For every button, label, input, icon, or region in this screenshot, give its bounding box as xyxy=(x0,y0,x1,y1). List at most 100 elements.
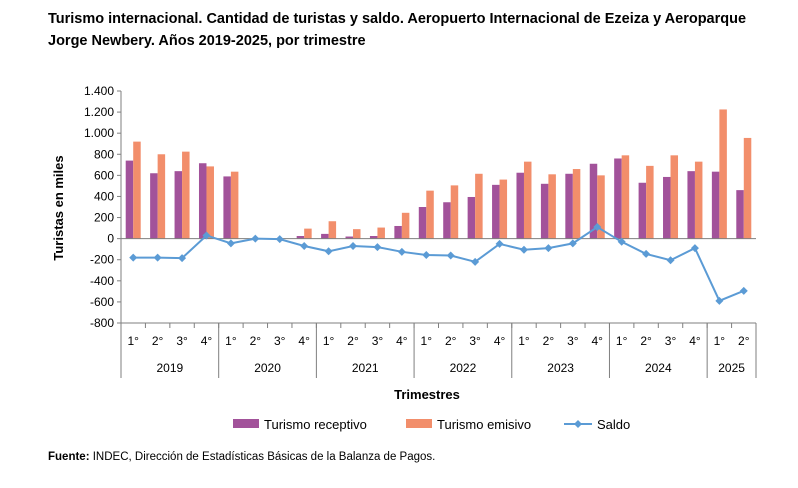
quarter-label: 2° xyxy=(543,334,555,348)
saldo-point xyxy=(642,249,651,258)
y-tick-label: 1.200 xyxy=(84,105,114,119)
quarter-label: 1° xyxy=(714,334,726,348)
y-tick-label: 800 xyxy=(94,147,114,161)
quarter-label: 3° xyxy=(665,334,677,348)
saldo-point xyxy=(397,247,406,256)
bar-turismo-receptivo xyxy=(296,236,305,239)
quarter-label: 2° xyxy=(347,334,359,348)
y-tick-label: -600 xyxy=(90,295,114,309)
year-label: 2020 xyxy=(254,361,281,375)
bar-turismo-receptivo xyxy=(223,176,231,239)
bar-turismo-receptivo xyxy=(687,171,695,239)
bar-turismo-emisivo xyxy=(597,175,605,239)
quarter-label: 3° xyxy=(469,334,481,348)
legend-label: Turismo receptivo xyxy=(264,417,367,432)
saldo-point xyxy=(226,239,235,248)
bar-turismo-emisivo xyxy=(572,169,581,239)
bar-turismo-emisivo xyxy=(646,165,654,239)
quarter-label: 1° xyxy=(323,334,335,348)
legend-label: Saldo xyxy=(597,417,630,432)
bar-turismo-emisivo xyxy=(475,173,483,239)
bar-turismo-emisivo xyxy=(401,212,410,239)
saldo-point xyxy=(690,244,699,253)
bar-turismo-receptivo xyxy=(565,173,573,239)
quarter-label: 3° xyxy=(567,334,579,348)
saldo-point xyxy=(275,235,284,244)
legend-swatch-marker xyxy=(574,420,582,428)
saldo-line xyxy=(133,225,745,303)
bar-turismo-emisivo xyxy=(743,137,752,239)
bar-turismo-emisivo xyxy=(548,174,556,239)
year-label: 2025 xyxy=(718,361,745,375)
bar-turismo-emisivo xyxy=(206,166,214,239)
saldo-point xyxy=(544,244,553,253)
bars-layer xyxy=(125,109,752,239)
saldo-point xyxy=(129,253,138,262)
quarter-label: 2° xyxy=(445,334,457,348)
y-tick-label: -200 xyxy=(90,253,114,267)
quarter-label: 4° xyxy=(201,334,213,348)
quarter-label: 2° xyxy=(738,334,750,348)
quarter-label: 2° xyxy=(640,334,652,348)
bar-turismo-receptivo xyxy=(174,171,183,239)
year-label: 2021 xyxy=(352,361,379,375)
legend: Turismo receptivo Turismo emisivo Saldo xyxy=(233,417,630,432)
saldo-point xyxy=(178,254,187,263)
saldo-point xyxy=(251,234,260,243)
bar-turismo-emisivo xyxy=(694,161,703,239)
bar-turismo-emisivo xyxy=(377,227,385,239)
bar-turismo-receptivo xyxy=(150,173,158,239)
bar-turismo-receptivo xyxy=(663,176,671,239)
saldo-point xyxy=(349,242,358,251)
bar-turismo-receptivo xyxy=(492,184,500,239)
saldo-point xyxy=(568,239,577,248)
bar-turismo-emisivo xyxy=(621,155,630,239)
bar-turismo-emisivo xyxy=(328,221,337,239)
bar-turismo-receptivo xyxy=(198,163,207,239)
x-axis-label: Trimestres xyxy=(394,387,460,402)
saldo-point xyxy=(422,250,431,259)
saldo-point xyxy=(495,239,504,248)
y-tick-label: 400 xyxy=(94,189,114,203)
quarter-label: 4° xyxy=(494,334,506,348)
legend-swatch xyxy=(406,419,432,428)
saldo-point xyxy=(593,223,602,232)
bar-turismo-receptivo xyxy=(369,236,378,239)
saldo-point xyxy=(446,251,455,260)
bar-turismo-receptivo xyxy=(321,233,329,239)
quarter-label: 1° xyxy=(421,334,433,348)
source-text: INDEC, Dirección de Estadísticas Básicas… xyxy=(92,451,436,463)
bar-turismo-emisivo xyxy=(353,229,361,239)
saldo-point xyxy=(666,256,675,265)
source-label: Fuente: xyxy=(48,451,90,463)
bar-turismo-receptivo xyxy=(638,182,647,239)
bar-turismo-receptivo xyxy=(614,158,622,239)
bar-turismo-emisivo xyxy=(450,185,459,239)
quarter-label: 1° xyxy=(225,334,237,348)
year-label: 2019 xyxy=(156,361,183,375)
saldo-point xyxy=(519,245,528,254)
quarter-label: 2° xyxy=(250,334,262,348)
quarter-label: 4° xyxy=(689,334,701,348)
legend-item-saldo: Saldo xyxy=(564,417,630,432)
saldo-point xyxy=(373,243,382,252)
source-note: Fuente: INDEC, Dirección de Estadísticas… xyxy=(48,451,435,463)
saldo-point xyxy=(715,296,724,305)
bar-turismo-receptivo xyxy=(711,171,720,239)
legend-swatch xyxy=(233,419,259,428)
bar-turismo-receptivo xyxy=(540,183,549,239)
bar-turismo-receptivo xyxy=(516,172,524,239)
saldo-point xyxy=(617,237,626,246)
legend-label: Turismo emisivo xyxy=(437,417,531,432)
y-axis-label: Turistas en miles xyxy=(51,155,66,260)
bar-turismo-emisivo xyxy=(670,155,679,239)
y-tick-label: 1.000 xyxy=(84,126,114,140)
saldo-point xyxy=(324,247,333,256)
quarter-label: 3° xyxy=(274,334,286,348)
bar-turismo-receptivo xyxy=(394,225,402,239)
legend-item-emisivo: Turismo emisivo xyxy=(406,417,531,432)
quarter-label: 2° xyxy=(152,334,164,348)
line-layer xyxy=(129,223,748,305)
saldo-point xyxy=(153,253,162,262)
